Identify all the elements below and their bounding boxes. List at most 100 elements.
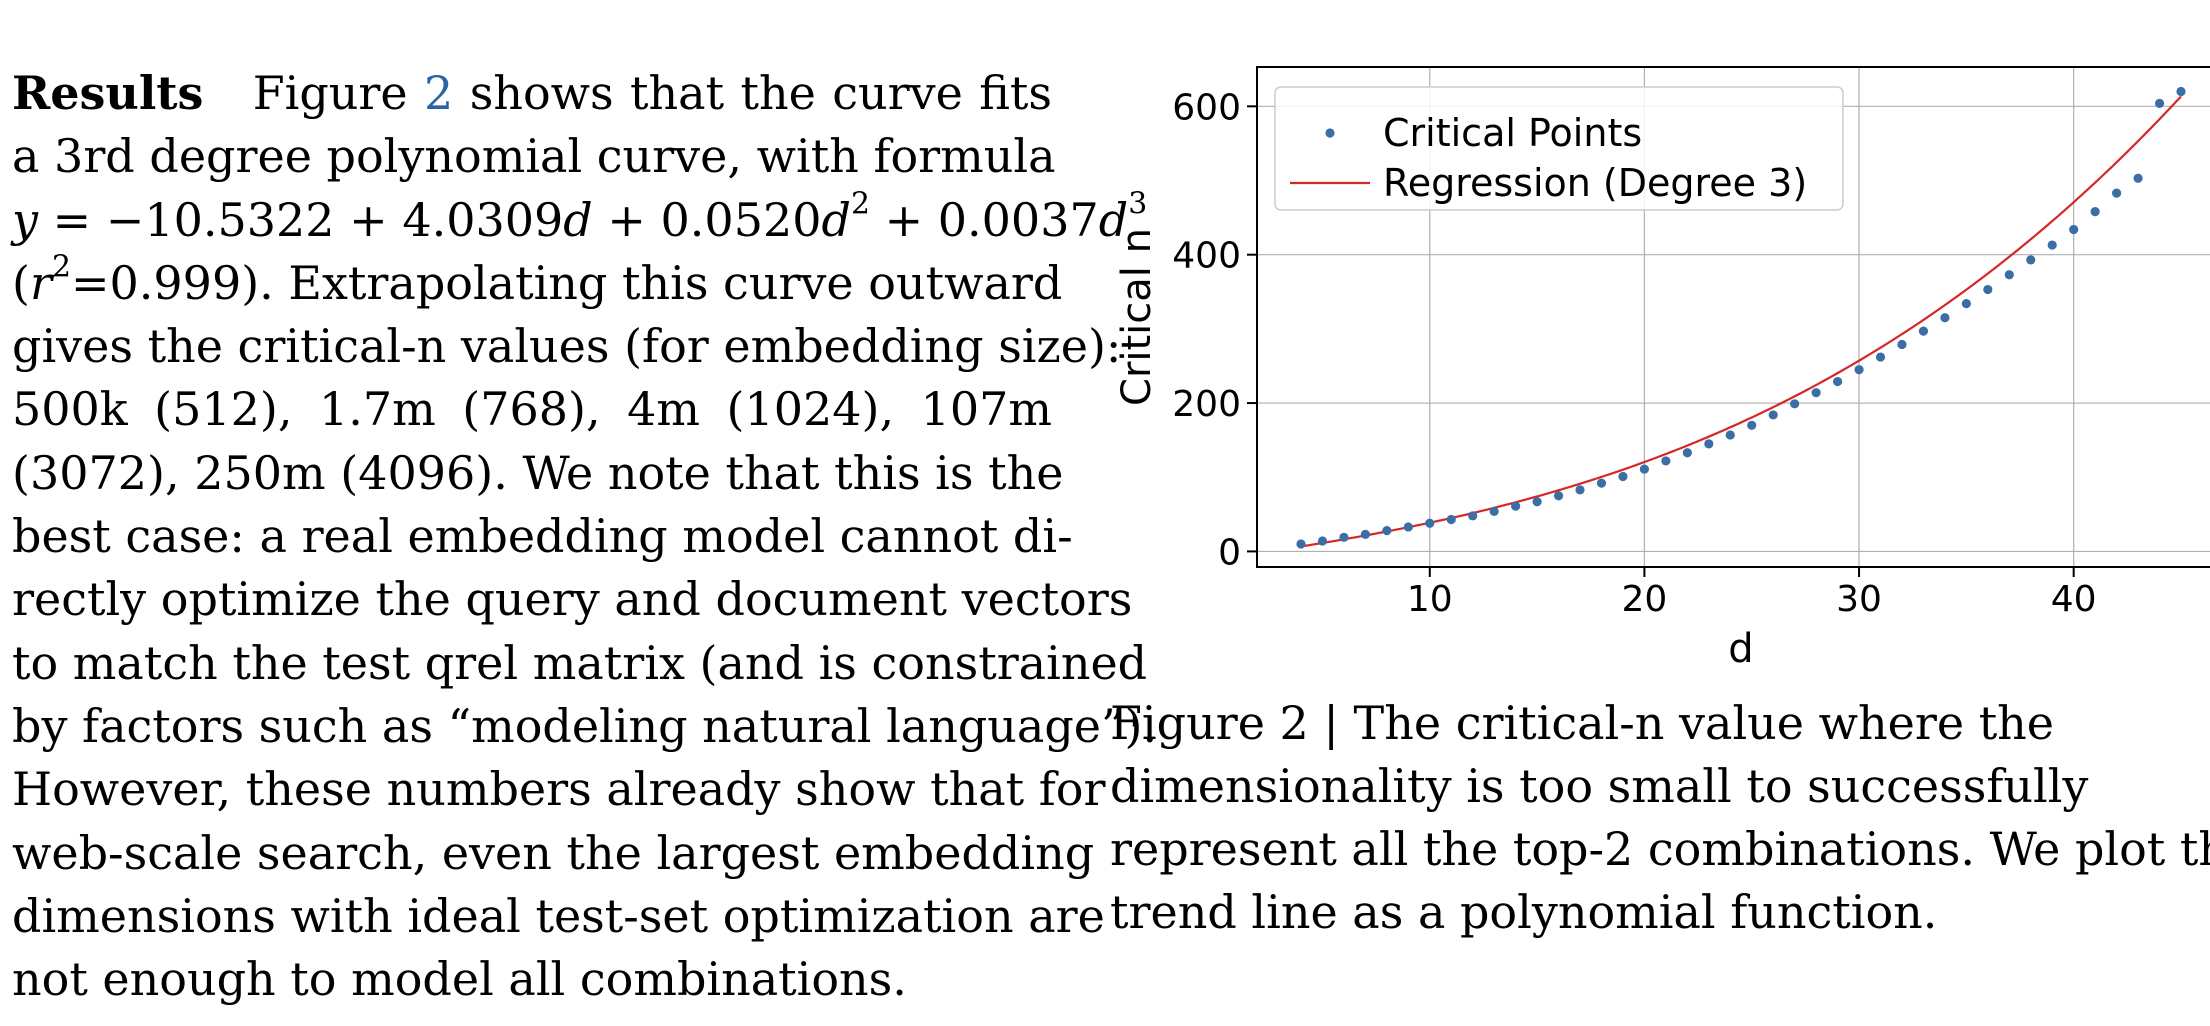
critical-point (1446, 514, 1456, 525)
formula-y: y (12, 192, 38, 247)
paragraph-line: (3072), 250m (4096). We note that this i… (12, 445, 1064, 500)
critical-point (2004, 270, 2014, 280)
critical-point (1682, 448, 1692, 458)
x-axis-label: d (1728, 626, 1753, 672)
formula-part: + 0.0037 (869, 192, 1099, 247)
critical-point (1596, 478, 1607, 488)
line-text: shows that the curve fits (453, 66, 1052, 120)
formula-part: = −10.5322 + 4.0309 (38, 192, 564, 247)
legend-label-points: Critical Points (1383, 111, 1642, 155)
critical-point (2176, 86, 2186, 97)
critical-point (2112, 188, 2122, 198)
y-tick-label: 0 (1218, 532, 1241, 573)
paragraph-line: web-scale search, even the largest embed… (12, 825, 1095, 880)
critical-point (1768, 410, 1778, 420)
critical-point (1854, 365, 1864, 375)
critical-point (2090, 207, 2100, 217)
paragraph-line: dimensions with ideal test-set optimizat… (12, 888, 1105, 943)
critical-point (1639, 464, 1650, 474)
critical-point (1575, 485, 1585, 495)
paragraph-line: Results Figure 2 shows that the curve fi… (12, 62, 1052, 125)
results-heading: Results (12, 66, 204, 120)
paragraph-line: a 3rd degree polynomial curve, with form… (12, 129, 1056, 184)
paragraph-line: not enough to model all combinations. (12, 952, 907, 1007)
critical-point (1940, 313, 1950, 323)
legend: Critical Points Regression (Degree 3) (1274, 86, 1844, 211)
line-text: ). Extrapolating this curve outward (241, 255, 1063, 310)
paragraph-line: gives the critical-n values (for embeddi… (12, 319, 1122, 374)
critical-point (2133, 173, 2143, 183)
figure-caption: Figure 2 | The critical-n value where th… (1110, 692, 2210, 944)
figure-2: 10 20 30 40 0 200 400 600 d Critical n Critical P… (1110, 50, 2210, 690)
paragraph-line: (r2=0.999). Extrapolating this curve out… (12, 249, 1062, 315)
r-squared-value: =0.999 (70, 255, 242, 310)
critical-point (1489, 506, 1499, 516)
x-tick-label: 10 (1407, 579, 1453, 620)
figure-reference-link[interactable]: 2 (424, 66, 454, 120)
critical-point (1425, 518, 1435, 528)
critical-point (1403, 522, 1413, 532)
critical-point (1811, 388, 1821, 398)
formula-d: d (1098, 192, 1129, 247)
points-layer (1296, 86, 2186, 549)
paragraph-line: to match the test qrel matrix (and is co… (12, 635, 1148, 690)
critical-point (2154, 98, 2165, 108)
formula-exponent: 2 (850, 186, 870, 222)
paragraph-line: rectly optimize the query and document v… (12, 572, 1133, 627)
formula-part: + 0.0520 (592, 192, 822, 247)
line-text: Figure (252, 66, 425, 120)
critical-point (1360, 529, 1370, 539)
critical-point (2026, 255, 2036, 265)
y-tick-label: 200 (1172, 384, 1241, 425)
r-squared-symbol: r (29, 255, 52, 310)
critical-point (1618, 471, 1628, 482)
critical-point (1897, 339, 1907, 350)
critical-point (1382, 526, 1392, 536)
legend-label-regression: Regression (Degree 3) (1383, 161, 1807, 205)
line-text: ( (12, 255, 30, 310)
critical-point (1983, 284, 1993, 295)
critical-point (1790, 399, 1800, 409)
legend-marker-points (1325, 128, 1335, 138)
critical-point (1961, 299, 1971, 309)
critical-point (1553, 491, 1564, 501)
critical-point (1704, 439, 1714, 449)
critical-point (1918, 326, 1929, 336)
y-axis-label: Critical n (1114, 228, 1160, 406)
plot-frame (1256, 66, 2210, 568)
critical-point (1511, 501, 1521, 511)
legend-box (1274, 86, 1844, 211)
formula-d: d (563, 192, 593, 247)
formula-d: d (821, 192, 851, 247)
critical-point (1317, 536, 1328, 546)
caption-line: trend line as a polynomial function. (1110, 885, 1938, 939)
critical-point (1339, 532, 1349, 542)
x-tick-label: 30 (1836, 579, 1882, 620)
formula-exponent: 3 (1128, 186, 1148, 222)
critical-point (1875, 352, 1886, 362)
results-paragraph: Results Figure 2 shows that the curve fi… (12, 62, 1158, 1011)
paragraph-line: However, these numbers already show that… (12, 762, 1106, 817)
critical-point (1661, 456, 1671, 466)
critical-point (2047, 240, 2057, 250)
x-tick-label: 20 (1622, 579, 1668, 620)
y-tick-label: 600 (1172, 87, 1241, 128)
r-squared-exponent: 2 (51, 249, 71, 285)
caption-line: Figure 2 | The critical-n value where th… (1110, 696, 2055, 750)
critical-point (1296, 539, 1306, 549)
critical-point (2069, 224, 2079, 235)
x-tick-label: 40 (2051, 579, 2097, 620)
critical-point (1468, 511, 1478, 521)
y-tick-label: 400 (1172, 236, 1241, 277)
caption-line: dimensionality is too small to successfu… (1110, 759, 2089, 813)
paragraph-line: by factors such as “modeling natural lan… (12, 698, 1158, 753)
critical-point (1725, 430, 1735, 440)
caption-line: represent all the top-2 combinations. We… (1110, 822, 2210, 876)
paragraph-line: 500k (512), 1.7m (768), 4m (1024), 107m (12, 382, 1052, 437)
critical-point (1747, 420, 1757, 430)
critical-point (1832, 376, 1843, 387)
paragraph-line: best case: a real embedding model cannot… (12, 509, 1073, 564)
formula-line: y = −10.5322 + 4.0309d + 0.0520d2 + 0.00… (12, 186, 1147, 252)
